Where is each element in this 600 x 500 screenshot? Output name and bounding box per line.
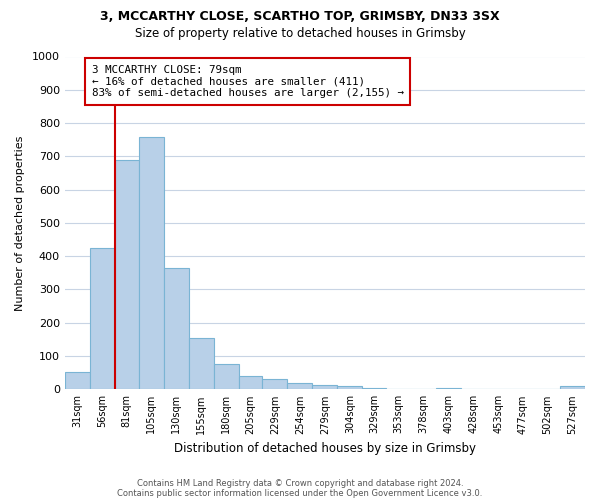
Bar <box>139 137 164 390</box>
Bar <box>287 384 313 390</box>
Bar <box>313 386 337 390</box>
Text: Contains public sector information licensed under the Open Government Licence v3: Contains public sector information licen… <box>118 488 482 498</box>
Bar <box>90 248 115 390</box>
Text: Contains HM Land Registry data © Crown copyright and database right 2024.: Contains HM Land Registry data © Crown c… <box>137 478 463 488</box>
Bar <box>115 160 139 390</box>
X-axis label: Distribution of detached houses by size in Grimsby: Distribution of detached houses by size … <box>174 442 476 455</box>
Bar <box>436 388 461 390</box>
Bar <box>560 386 585 390</box>
Y-axis label: Number of detached properties: Number of detached properties <box>15 135 25 310</box>
Bar <box>362 388 386 390</box>
Bar <box>262 378 287 390</box>
Text: Size of property relative to detached houses in Grimsby: Size of property relative to detached ho… <box>134 28 466 40</box>
Bar <box>337 386 362 390</box>
Text: 3, MCCARTHY CLOSE, SCARTHO TOP, GRIMSBY, DN33 3SX: 3, MCCARTHY CLOSE, SCARTHO TOP, GRIMSBY,… <box>100 10 500 23</box>
Bar <box>188 338 214 390</box>
Bar <box>214 364 239 390</box>
Bar <box>239 376 262 390</box>
Text: 3 MCCARTHY CLOSE: 79sqm
← 16% of detached houses are smaller (411)
83% of semi-d: 3 MCCARTHY CLOSE: 79sqm ← 16% of detache… <box>92 65 404 98</box>
Bar <box>164 268 188 390</box>
Bar <box>65 372 90 390</box>
